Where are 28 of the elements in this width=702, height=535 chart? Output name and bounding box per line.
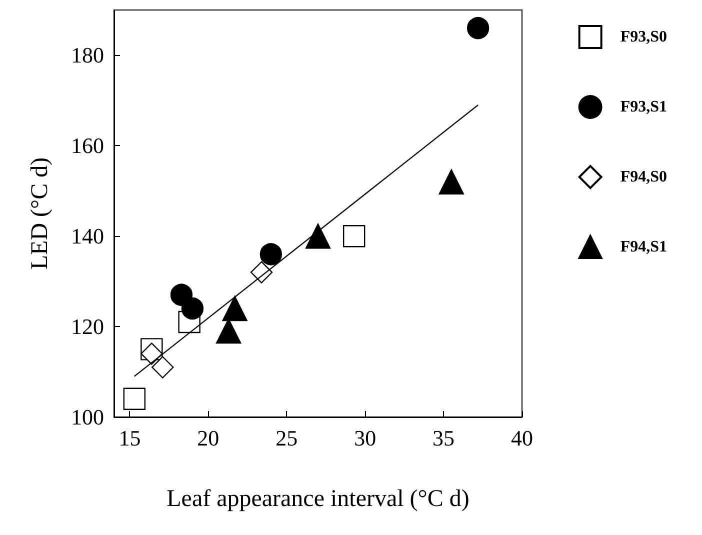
point [305, 224, 331, 249]
point [250, 261, 273, 284]
point [260, 243, 282, 266]
y-tick-label: 160 [71, 133, 104, 158]
legend-label: F94,S1 [620, 238, 667, 256]
x-tick-label: 35 [432, 426, 455, 450]
x-tick-label: 15 [118, 426, 141, 450]
point [123, 388, 146, 410]
point [222, 296, 248, 322]
point [466, 16, 490, 40]
x-axis-title: Leaf appearance interval (°C d) [166, 486, 470, 512]
y-tick-label: 180 [71, 42, 104, 68]
y-tick-label: 140 [71, 224, 104, 249]
point [438, 169, 464, 194]
legend-label: F93,S0 [620, 28, 667, 46]
x-tick-label: 40 [511, 426, 533, 450]
point [342, 225, 366, 248]
legend-label: F94,S0 [620, 168, 667, 186]
point [152, 356, 174, 378]
y-axis-title: LED (°C d) [27, 157, 53, 270]
legend-label: F93,S1 [620, 98, 667, 116]
point [140, 342, 163, 365]
x-tick-label: 20 [197, 426, 220, 450]
x-tick-label: 30 [354, 426, 376, 450]
y-tick-label: 100 [71, 404, 104, 430]
x-tick-label: 25 [276, 426, 298, 450]
point [181, 297, 204, 320]
y-tick-label: 120 [71, 314, 104, 340]
